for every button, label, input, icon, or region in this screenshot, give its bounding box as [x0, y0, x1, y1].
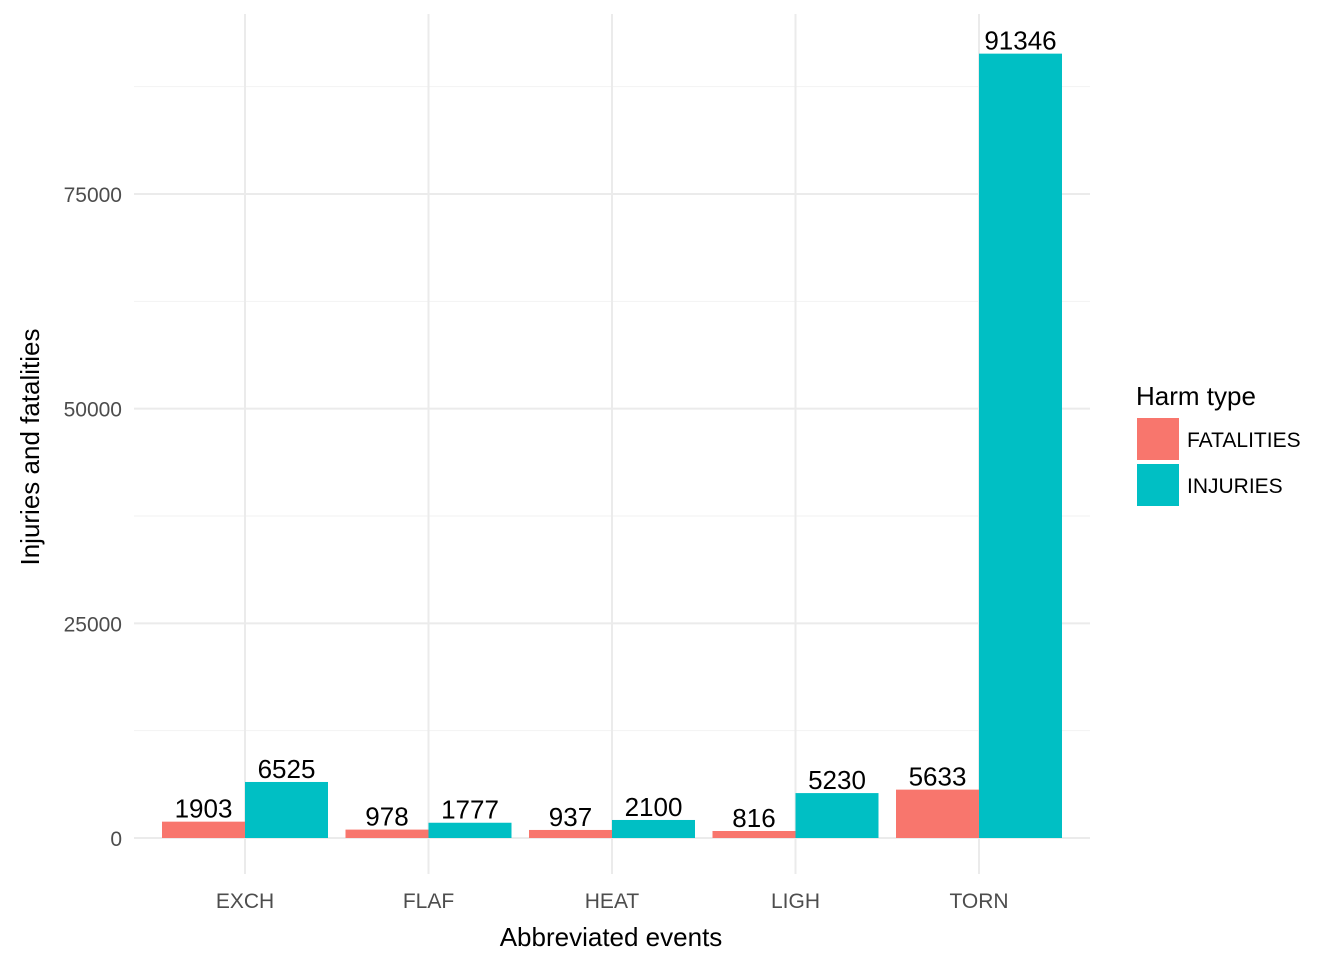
data-label: 937 [549, 802, 592, 832]
bar-fatalities-heat [529, 829, 612, 838]
legend-label-fatalities: FATALITIES [1187, 429, 1301, 452]
bar-injuries-heat [612, 819, 695, 838]
data-labels: 1903 6525 978 1777 937 2100 816 5230 5633 91346 [175, 26, 1057, 833]
legend-title: Harm type [1136, 381, 1256, 411]
legend-key-fatalities [1137, 418, 1179, 460]
y-tick-label: 50000 [64, 399, 122, 422]
bars [162, 53, 1062, 839]
bar-injuries-torn [979, 53, 1062, 839]
y-tick-label: 75000 [64, 184, 122, 207]
x-axis-ticks: EXCH FLAF HEAT LIGH TORN [216, 890, 1009, 913]
x-axis-title: Abbreviated events [500, 922, 723, 952]
bar-injuries-flaf [428, 822, 512, 838]
y-tick-label: 0 [110, 828, 122, 851]
data-label: 91346 [984, 26, 1056, 56]
x-tick-label: HEAT [585, 890, 640, 913]
data-label: 1903 [175, 794, 233, 824]
x-tick-label: EXCH [216, 890, 274, 913]
data-label: 978 [365, 802, 408, 832]
y-tick-label: 25000 [64, 613, 122, 636]
legend-label-injuries: INJURIES [1187, 475, 1283, 498]
data-label: 5633 [909, 762, 967, 792]
data-label: 5230 [808, 765, 866, 795]
x-tick-label: FLAF [403, 890, 454, 913]
x-tick-label: LIGH [771, 890, 820, 913]
data-label: 1777 [441, 795, 499, 825]
legend: Harm type FATALITIES INJURIES [1136, 381, 1301, 506]
bar-fatalities-exch [162, 821, 245, 838]
data-label: 2100 [625, 792, 683, 822]
y-axis-title: Injuries and fatalities [15, 328, 45, 565]
bar-injuries-ligh [795, 793, 879, 838]
bar-injuries-exch [245, 781, 328, 838]
bar-fatalities-ligh [712, 830, 796, 838]
grid [134, 14, 1090, 874]
bar-fatalities-flaf [345, 829, 429, 838]
y-axis-ticks: 0 25000 50000 75000 [64, 184, 122, 851]
x-tick-label: TORN [949, 890, 1008, 913]
bar-fatalities-torn [896, 789, 979, 838]
legend-key-injuries [1137, 464, 1179, 506]
data-label: 6525 [258, 754, 316, 784]
data-label: 816 [732, 803, 775, 833]
